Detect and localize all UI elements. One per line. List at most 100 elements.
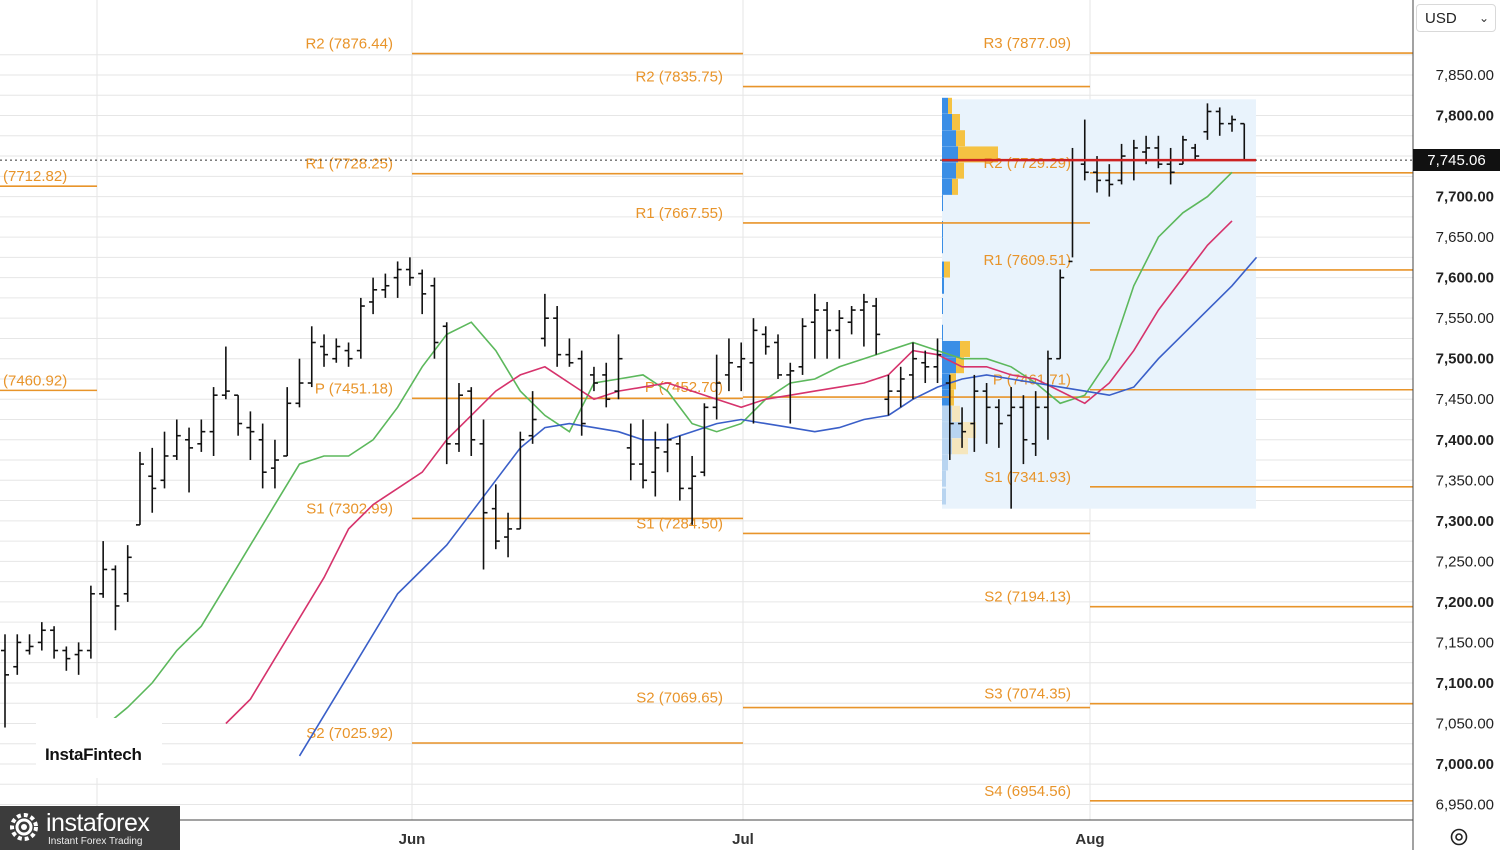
pivot-level-label: (7712.82) [3, 168, 67, 185]
price-tick-label: 7,600.00 [1436, 270, 1494, 287]
pivot-level-label: S1 (7302.99) [306, 500, 393, 517]
ohlc-bar [1043, 350, 1052, 440]
ohlc-bar [970, 374, 979, 452]
ohlc-bar [1031, 391, 1040, 456]
ohlc-bar [1019, 395, 1028, 465]
last-price-value: 7,745.06 [1427, 151, 1486, 169]
ohlc-bar [847, 306, 856, 335]
ohlc-bar [405, 257, 414, 286]
ohlc-bar [724, 338, 733, 392]
volume-profile-bar-buy [942, 373, 950, 390]
ohlc-bar [160, 431, 169, 489]
ohlc-bar [896, 366, 905, 408]
pivot-level-label: P (7452.70) [645, 379, 723, 396]
last-price-tag: 7,745.06 [1413, 149, 1500, 171]
pivot-level-label: (7460.92) [3, 372, 67, 389]
pivot-level-label: S1 (7284.50) [636, 515, 723, 532]
price-tick-label: 7,400.00 [1436, 432, 1494, 449]
price-tick-label: 7,550.00 [1436, 310, 1494, 327]
price-tick-label: 7,450.00 [1436, 391, 1494, 408]
ohlc-bar [1154, 135, 1163, 169]
volume-profile-bar-sell [948, 97, 952, 114]
instaforex-logo[interactable]: instaforex Instant Forex Trading [0, 806, 180, 850]
settings-icon[interactable] [1449, 827, 1469, 847]
price-tick-label: 7,850.00 [1436, 67, 1494, 84]
logo-text: instaforex [46, 809, 150, 837]
pivot-level-label: S3 (7074.35) [984, 686, 1071, 703]
volume-profile-layer [942, 97, 1256, 509]
ohlc-bar [908, 342, 917, 400]
ohlc-bar [1228, 115, 1236, 132]
ohlc-bar [626, 423, 635, 481]
volume-profile-bar-sell [960, 340, 970, 357]
moving-average-long [298, 256, 1258, 757]
ohlc-bar [1191, 143, 1200, 161]
pivot-level-label: R1 (7609.51) [983, 252, 1071, 269]
price-tick-label: 7,250.00 [1436, 553, 1494, 570]
volume-profile-bar-buy [942, 97, 948, 114]
ohlc-bar [798, 318, 807, 375]
month-label: Jul [732, 831, 754, 848]
ohlc-bar [356, 297, 365, 359]
volume-profile-bar-buy [942, 405, 952, 422]
price-tick-label: 7,050.00 [1436, 715, 1494, 732]
ohlc-bar [172, 419, 181, 461]
ohlc-bar [209, 387, 218, 456]
gear-logo-icon [10, 813, 38, 841]
volume-profile-bar-buy [942, 261, 944, 278]
volume-profile-bar-buy [942, 221, 943, 238]
ohlc-bar [589, 366, 598, 392]
ohlc-bar [994, 399, 1003, 448]
pivot-level-label: S1 (7341.93) [984, 469, 1071, 486]
volume-profile-bar-sell [958, 146, 998, 163]
volume-profile-bar-buy [942, 277, 944, 294]
ohlc-bar [1105, 164, 1114, 197]
ohlc-bar [921, 350, 930, 384]
ohlc-bar [823, 301, 832, 359]
ohlc-bar [651, 431, 660, 497]
ohlc-bar [185, 427, 194, 493]
ohlc-bar [344, 342, 353, 367]
price-tick-label: 6,950.00 [1436, 797, 1494, 814]
pivot-level-label: R2 (7729.29) [983, 155, 1071, 172]
ohlc-bar [467, 387, 476, 456]
volume-profile-bar-sell [952, 178, 958, 195]
ohlc-bar [25, 634, 34, 655]
ohlc-bar [479, 419, 488, 570]
pivot-level-label: R1 (7728.25) [305, 156, 393, 173]
brand-name: InstaFintech [45, 745, 142, 764]
price-tick-label: 7,150.00 [1436, 634, 1494, 651]
volume-profile-bar-buy [942, 438, 952, 455]
ohlc-bar [197, 419, 206, 452]
price-tick-label: 7,500.00 [1436, 351, 1494, 368]
price-tick-label: 7,350.00 [1436, 472, 1494, 489]
pivot-level-label: S2 (7194.13) [984, 589, 1071, 606]
currency-select[interactable]: USD ⌄ [1416, 4, 1496, 32]
price-tick-label: 7,100.00 [1436, 675, 1494, 692]
ohlc-bar [1166, 147, 1175, 185]
ohlc-bar [884, 374, 893, 416]
ohlc-bar [1007, 387, 1016, 509]
ohlc-bar [307, 326, 316, 388]
pivot-level-label: S2 (7025.92) [306, 725, 393, 742]
ohlc-bar [37, 622, 46, 651]
ohlc-bar [700, 403, 709, 477]
pivot-level-label: R3 (7877.09) [983, 35, 1071, 52]
ohlc-bar [675, 435, 684, 501]
ohlc-bar [540, 293, 549, 347]
volume-profile-bar-buy [942, 146, 958, 163]
price-tick-label: 7,650.00 [1436, 229, 1494, 246]
currency-select-value: USD [1425, 9, 1457, 27]
ohlc-bar [663, 423, 672, 473]
moving-average-mid [225, 220, 1233, 725]
ohlc-bar [1, 634, 9, 728]
volume-profile-bar-buy [942, 162, 956, 179]
ohlc-bar [933, 338, 942, 384]
volume-profile-area [942, 99, 1256, 509]
volume-profile-bar-buy [942, 237, 943, 254]
moving-average-layer [102, 171, 1258, 757]
ohlc-bar [491, 484, 500, 550]
ohlc-bar [1056, 269, 1065, 360]
price-tick-label: 7,200.00 [1436, 594, 1494, 611]
